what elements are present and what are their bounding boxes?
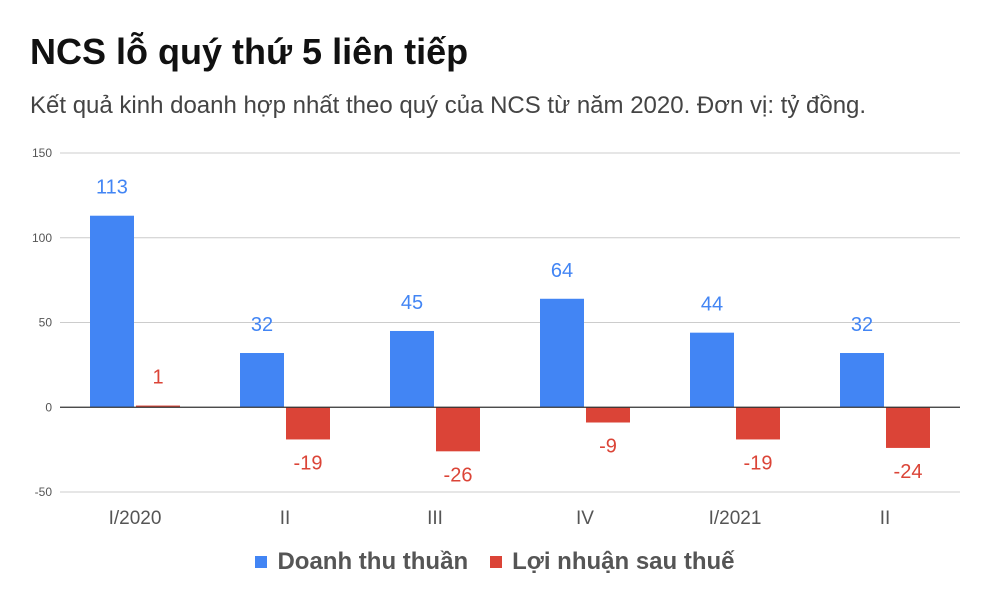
bar-revenue <box>390 330 434 408</box>
x-tick-label: I/2021 <box>709 508 762 529</box>
bar-profit <box>286 407 330 440</box>
y-tick-label: 50 <box>39 316 53 330</box>
data-label-revenue: 32 <box>251 314 273 336</box>
data-label-profit: -9 <box>599 436 617 458</box>
chart-legend: Doanh thu thuần Lợi nhuận sau thuế <box>0 548 990 576</box>
data-label-profit: -24 <box>894 461 923 483</box>
y-tick-label: 0 <box>45 400 52 414</box>
bar-chart: -50 0 50 100 150 113 1 I/2020 32 -19 II 45 -26 III 64 -… <box>32 146 960 529</box>
bar-revenue <box>540 298 584 408</box>
data-label-revenue: 44 <box>701 294 723 316</box>
data-label-profit: -26 <box>444 464 473 486</box>
data-label-revenue: 45 <box>401 292 423 314</box>
x-tick-label: IV <box>576 508 594 529</box>
bar-revenue <box>90 215 134 408</box>
bar-profit <box>436 407 480 452</box>
bar-revenue <box>690 332 734 408</box>
legend-swatch-revenue <box>255 556 268 568</box>
y-tick-label: 150 <box>32 146 52 160</box>
x-tick-label: II <box>880 508 891 529</box>
data-label-revenue: 32 <box>851 314 873 336</box>
data-label-profit: -19 <box>744 452 773 474</box>
chart-title: NCS lỗ quý thứ 5 liên tiếp <box>30 31 469 72</box>
legend-label-revenue: Doanh thu thuần <box>277 548 469 575</box>
x-tick-label: II <box>280 508 291 529</box>
data-label-revenue: 113 <box>96 177 128 199</box>
legend-label-profit: Lợi nhuận sau thuế <box>512 548 735 575</box>
bar-profit <box>136 405 180 408</box>
legend-swatch-profit <box>490 556 503 568</box>
legend-item-profit: Lợi nhuận sau thuế <box>490 548 735 576</box>
data-label-revenue: 64 <box>551 260 573 282</box>
y-tick-label: -50 <box>35 485 53 499</box>
chart-subtitle: Kết quả kinh doanh hợp nhất theo quý của… <box>30 92 867 119</box>
bar-profit <box>586 407 630 423</box>
bar-profit <box>736 407 780 440</box>
data-label-profit: 1 <box>152 367 163 389</box>
x-tick-label: III <box>427 508 443 529</box>
y-tick-label: 100 <box>32 231 52 245</box>
data-label-profit: -19 <box>294 452 323 474</box>
legend-item-revenue: Doanh thu thuần <box>255 548 468 576</box>
x-tick-label: I/2020 <box>109 508 162 529</box>
bar-revenue <box>240 353 284 408</box>
bar-profit <box>886 407 930 448</box>
bar-revenue <box>840 353 884 408</box>
